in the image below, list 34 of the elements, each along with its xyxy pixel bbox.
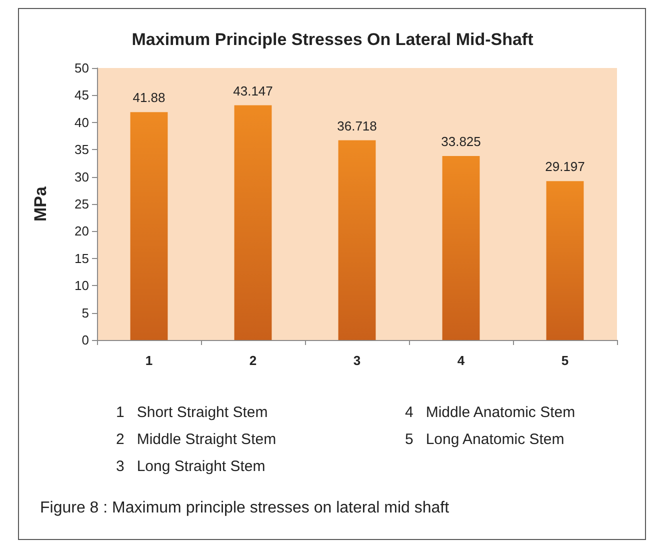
text: 1 Short Straight Stem	[116, 404, 268, 421]
text: 5 Long Anatomic Stem	[405, 431, 564, 448]
y-tick-label: 5	[82, 305, 89, 320]
x-tick-label: 4	[457, 353, 466, 368]
x-tick-label: 1	[145, 353, 153, 368]
data-label: 36.718	[337, 118, 377, 134]
y-tick-label: 0	[82, 332, 89, 348]
y-tick-label: 50	[74, 60, 89, 76]
data-label: 29.197	[545, 159, 585, 174]
y-tick-label: 40	[74, 114, 89, 130]
data-label: 41.88	[132, 90, 166, 106]
x-tick-label: 3	[353, 353, 361, 368]
y-tick-label: 20	[74, 224, 89, 239]
y-tick-label: 30	[74, 169, 89, 184]
y-tick-label: 15	[74, 250, 89, 266]
bar	[130, 112, 168, 340]
chart-title: Maximum Principle Stresses On Lateral Mid-Shaft	[132, 30, 534, 49]
y-axis-title: MPa	[31, 186, 50, 222]
y-tick-label: 10	[74, 278, 89, 294]
data-label: 33.825	[441, 134, 481, 149]
y-tick-label: 25	[74, 196, 89, 212]
x-tick-label: 5	[561, 353, 569, 368]
bar	[546, 181, 584, 340]
data-label: 43.147	[233, 83, 273, 98]
text: 4 Middle Anatomic Stem	[405, 404, 576, 421]
bar	[442, 156, 480, 340]
text: 3 Long Straight Stem	[116, 458, 266, 475]
caption: Figure 8 : Maximum principle stresses on lateral mid shaft	[40, 500, 450, 516]
y-tick-label: 45	[74, 88, 89, 103]
x-tick-label: 2	[249, 353, 257, 368]
bar	[234, 105, 272, 340]
y-tick-label: 35	[74, 142, 89, 158]
bar	[338, 140, 376, 340]
text: 2 Middle Straight Stem	[116, 431, 276, 448]
